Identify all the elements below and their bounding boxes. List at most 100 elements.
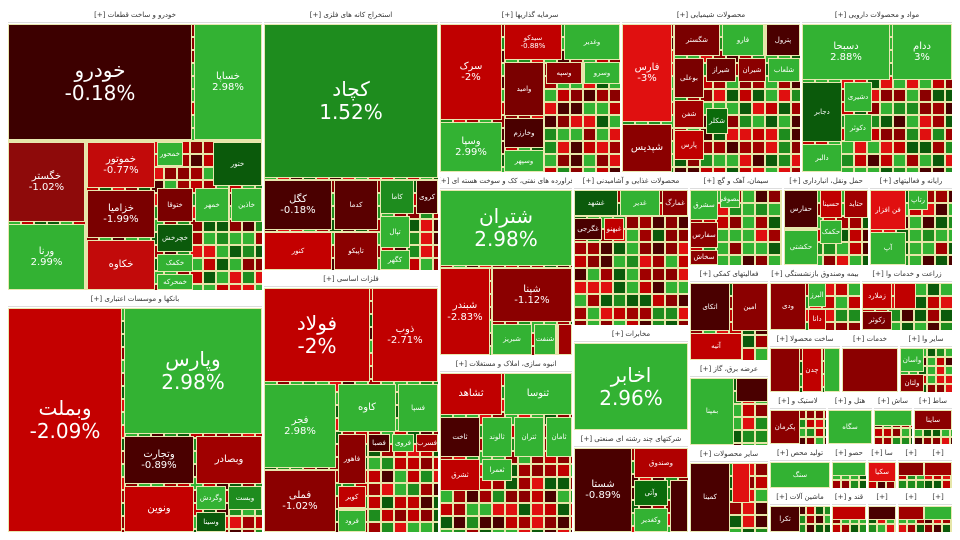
small-stock-tile[interactable] [835, 283, 848, 296]
small-stock-tile[interactable] [935, 190, 948, 203]
small-stock-tile[interactable] [914, 322, 927, 330]
stock-tile[interactable]: زملارد [862, 283, 892, 309]
small-stock-tile[interactable] [613, 255, 626, 268]
small-stock-tile[interactable] [841, 167, 854, 172]
stock-tile[interactable]: وبملت -2.09% [8, 308, 122, 532]
small-stock-tile[interactable] [613, 320, 626, 325]
small-stock-tile[interactable] [742, 443, 755, 445]
small-stock-tile[interactable] [932, 115, 945, 128]
sector-title[interactable]: سایر محصولات [+] [690, 447, 768, 462]
small-stock-tile[interactable] [394, 522, 407, 532]
small-stock-tile[interactable] [544, 167, 557, 172]
small-stock-tile[interactable] [739, 89, 752, 102]
stock-tile[interactable] [898, 462, 924, 476]
stock-tile[interactable] [832, 506, 866, 520]
small-stock-tile[interactable] [587, 294, 600, 307]
small-stock-tile[interactable] [394, 509, 407, 522]
small-stock-tile[interactable] [570, 102, 583, 115]
small-stock-tile[interactable] [570, 167, 583, 172]
small-stock-tile[interactable] [936, 348, 945, 357]
small-stock-tile[interactable] [626, 268, 639, 281]
stock-tile[interactable]: شبندر -2.83% [440, 268, 490, 355]
small-stock-tile[interactable] [466, 516, 479, 529]
small-stock-tile[interactable] [570, 115, 583, 128]
sector-title[interactable]: ساش [+] [874, 394, 912, 409]
small-stock-tile[interactable] [781, 216, 782, 229]
small-stock-tile[interactable] [453, 490, 466, 503]
small-stock-tile[interactable] [407, 509, 420, 522]
small-stock-tile[interactable] [652, 307, 665, 320]
sector-title[interactable]: محصولات شیمیایی [+] [622, 8, 800, 23]
stock-tile[interactable]: خودرو -0.18% [8, 24, 192, 140]
stock-tile[interactable]: حکمک [820, 220, 842, 244]
stock-tile[interactable]: ثشرق [440, 459, 480, 491]
small-stock-tile[interactable] [778, 128, 791, 141]
small-stock-tile[interactable] [665, 216, 678, 229]
small-stock-tile[interactable] [906, 154, 919, 167]
small-stock-tile[interactable] [407, 470, 420, 483]
small-stock-tile[interactable] [255, 529, 262, 532]
small-stock-tile[interactable] [544, 529, 557, 532]
small-stock-tile[interactable] [880, 128, 893, 141]
small-stock-tile[interactable] [932, 102, 945, 115]
small-stock-tile[interactable] [909, 229, 922, 242]
stock-tile[interactable]: ثعمرا [482, 459, 512, 481]
stock-tile[interactable]: خزامیا -1.99% [87, 190, 155, 238]
small-stock-tile[interactable] [791, 167, 800, 172]
small-stock-tile[interactable] [574, 268, 587, 281]
stock-tile[interactable]: حتاید [844, 190, 868, 218]
small-stock-tile[interactable] [927, 384, 936, 392]
small-stock-tile[interactable] [433, 457, 438, 470]
small-stock-tile[interactable] [505, 503, 518, 516]
small-stock-tile[interactable] [164, 167, 177, 180]
small-stock-tile[interactable] [927, 366, 936, 375]
small-stock-tile[interactable] [544, 490, 557, 503]
small-stock-tile[interactable] [950, 437, 952, 444]
small-stock-tile[interactable] [936, 366, 945, 375]
stock-tile[interactable]: حسینا [820, 190, 842, 218]
stock-tile[interactable]: ودی [770, 283, 806, 330]
small-stock-tile[interactable] [518, 464, 531, 477]
small-stock-tile[interactable] [906, 89, 919, 102]
small-stock-tile[interactable] [924, 524, 933, 532]
small-stock-tile[interactable] [880, 89, 893, 102]
stock-tile[interactable]: شنفت [534, 324, 556, 355]
small-stock-tile[interactable] [531, 503, 544, 516]
stock-tile[interactable]: وسینا [196, 512, 226, 532]
sector-title[interactable]: فراورده های نفتی، کک و سوخت هسته ای [+] [440, 174, 572, 189]
small-stock-tile[interactable] [242, 245, 255, 258]
small-stock-tile[interactable] [836, 255, 849, 265]
sector-title[interactable]: حصو [+] [832, 446, 866, 461]
small-stock-tile[interactable] [781, 190, 782, 203]
small-stock-tile[interactable] [936, 384, 945, 392]
stock-tile[interactable]: دکوثر [844, 114, 872, 142]
small-stock-tile[interactable] [742, 348, 755, 360]
small-stock-tile[interactable] [626, 242, 639, 255]
small-stock-tile[interactable] [583, 167, 596, 172]
small-stock-tile[interactable] [893, 141, 906, 154]
stock-tile[interactable]: شیران [738, 58, 766, 82]
stock-tile[interactable]: ختور [213, 142, 262, 186]
small-stock-tile[interactable] [848, 283, 860, 296]
sector-title[interactable]: ساط [+] [914, 394, 952, 409]
small-stock-tile[interactable] [678, 281, 688, 294]
small-stock-tile[interactable] [841, 480, 850, 488]
small-stock-tile[interactable] [867, 167, 880, 172]
small-stock-tile[interactable] [600, 307, 613, 320]
small-stock-tile[interactable] [596, 141, 609, 154]
small-stock-tile[interactable] [739, 115, 752, 128]
small-stock-tile[interactable] [768, 216, 781, 229]
small-stock-tile[interactable] [806, 437, 815, 444]
stock-tile[interactable]: شگستر [674, 24, 720, 56]
small-stock-tile[interactable] [729, 216, 742, 229]
stock-tile[interactable]: غبهنو [604, 218, 624, 240]
small-stock-tile[interactable] [755, 242, 768, 255]
small-stock-tile[interactable] [841, 154, 854, 167]
small-stock-tile[interactable] [824, 419, 826, 428]
small-stock-tile[interactable] [948, 190, 952, 203]
small-stock-tile[interactable] [755, 515, 768, 528]
sector-title[interactable]: [+] [924, 446, 952, 461]
small-stock-tile[interactable] [835, 296, 848, 309]
small-stock-tile[interactable] [544, 141, 557, 154]
sector-title[interactable]: بانکها و موسسات اعتباری [+] [8, 292, 262, 307]
